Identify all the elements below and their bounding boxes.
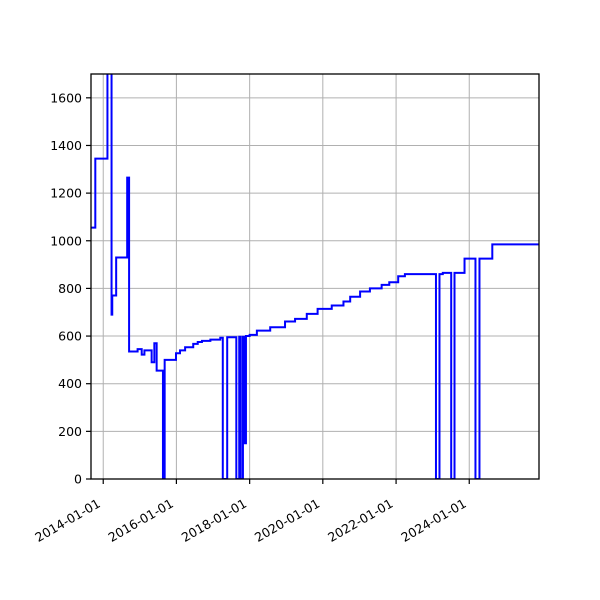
y-tick-label: 0 <box>74 472 82 487</box>
x-tick-label: 2020-01-01 <box>252 496 322 545</box>
series-line <box>91 74 539 479</box>
x-tick-label: 2014-01-01 <box>32 496 102 545</box>
y-tick-label: 600 <box>58 329 82 344</box>
y-tick-label: 1200 <box>50 186 82 201</box>
x-tick-label: 2022-01-01 <box>325 496 395 545</box>
y-tick-label: 200 <box>58 424 82 439</box>
x-tick-label: 2018-01-01 <box>179 496 249 545</box>
y-tick-label: 800 <box>58 281 82 296</box>
plot-border <box>90 73 540 480</box>
y-tick-label: 1400 <box>50 138 82 153</box>
y-tick-label: 1000 <box>50 233 82 248</box>
y-tick-label: 400 <box>58 376 82 391</box>
x-tick-label: 2024-01-01 <box>398 496 468 545</box>
x-tick-label: 2016-01-01 <box>105 496 175 545</box>
y-tick-label: 1600 <box>50 90 82 105</box>
